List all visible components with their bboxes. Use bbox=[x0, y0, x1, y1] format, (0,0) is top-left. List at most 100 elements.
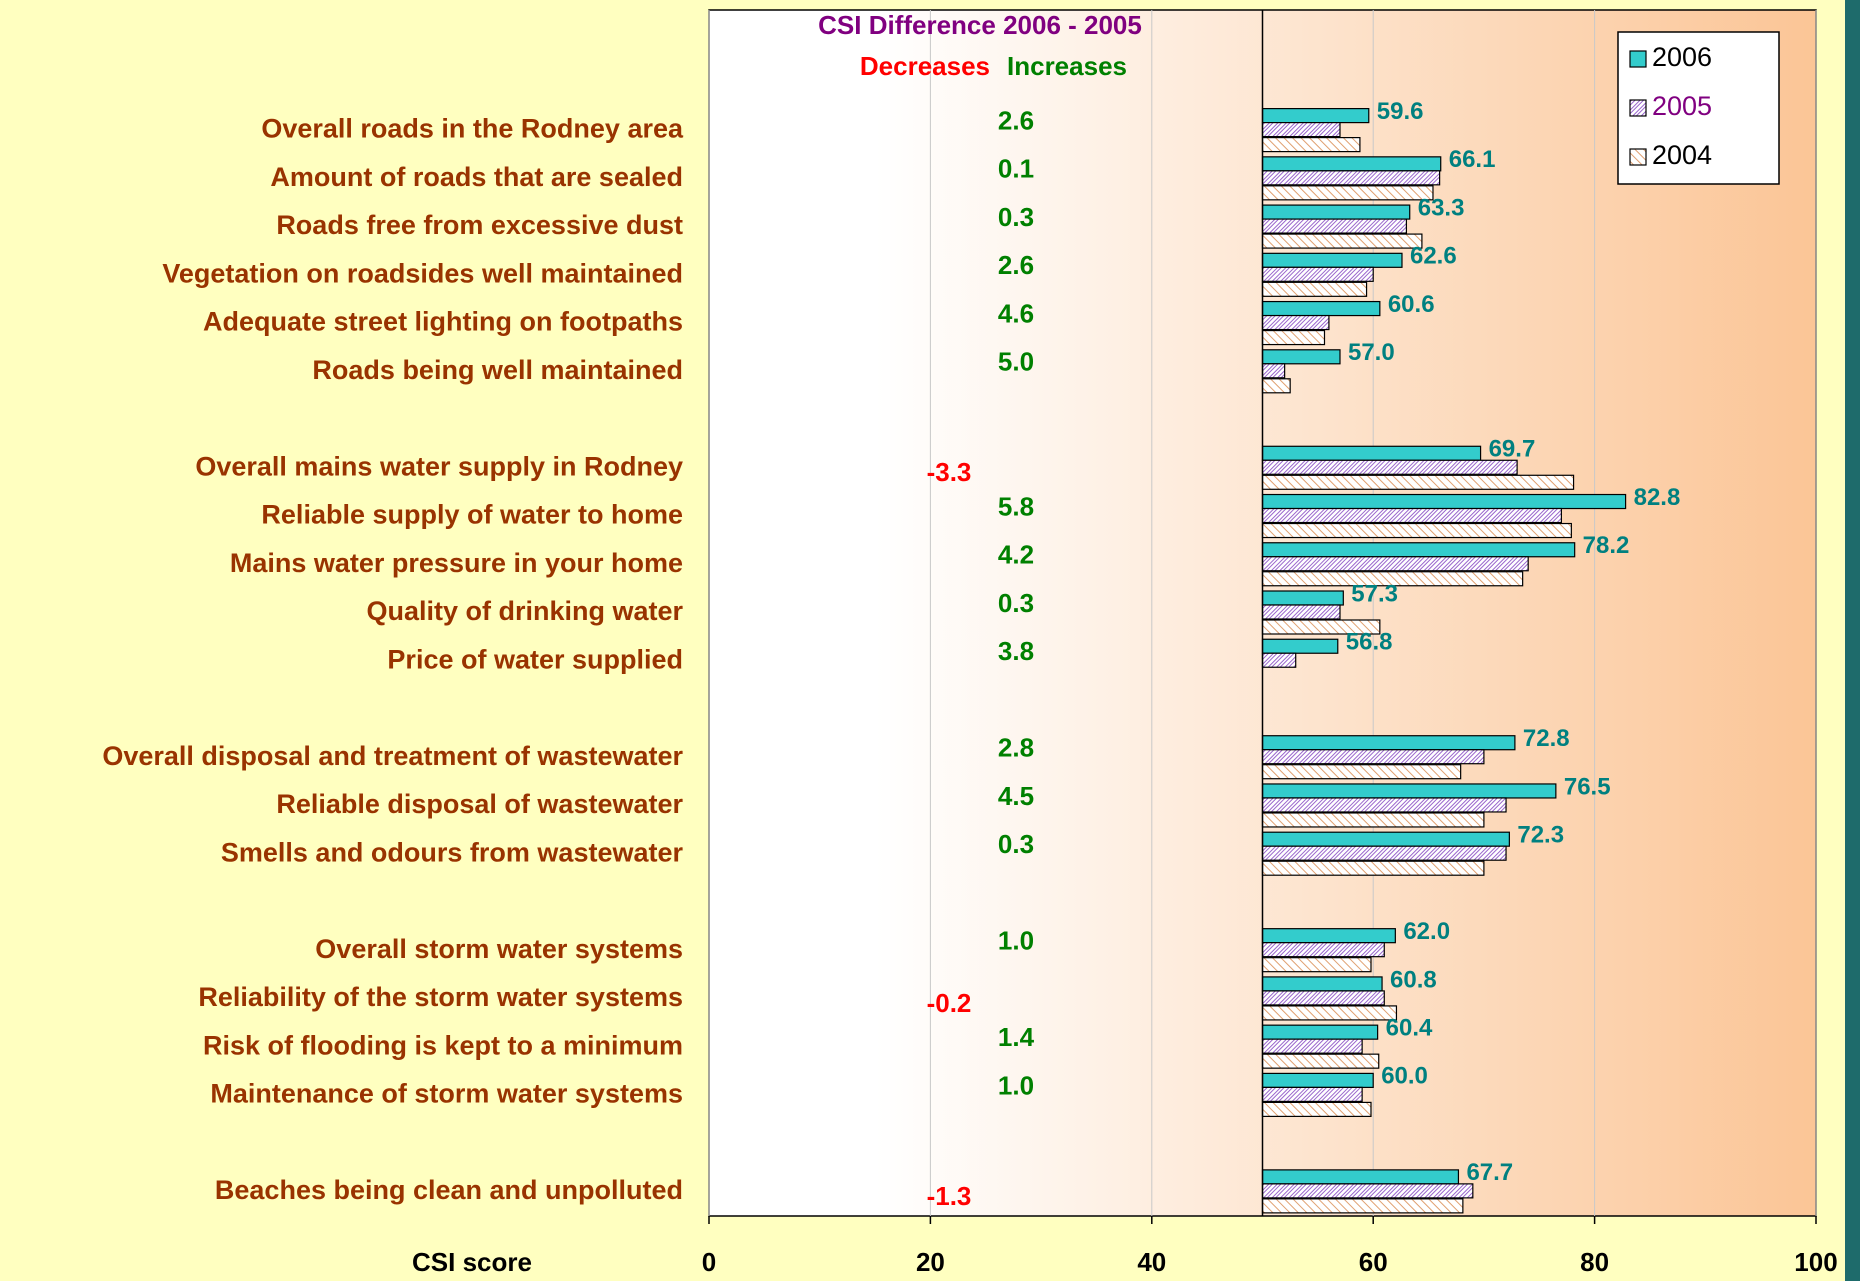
category-label: Reliable supply of water to home bbox=[261, 500, 683, 530]
bar bbox=[1261, 1086, 1363, 1103]
x-tick-label: 0 bbox=[702, 1247, 716, 1277]
bar bbox=[1261, 121, 1341, 138]
value-label: 69.7 bbox=[1489, 436, 1536, 463]
bar bbox=[1261, 522, 1572, 539]
bar bbox=[1261, 812, 1485, 828]
value-label: 59.6 bbox=[1377, 98, 1424, 125]
value-label: 63.3 bbox=[1418, 194, 1465, 221]
difference-label: -0.2 bbox=[927, 988, 972, 1018]
difference-label: 0.3 bbox=[998, 588, 1034, 618]
difference-label: -1.3 bbox=[927, 1181, 972, 1211]
bar bbox=[1261, 493, 1627, 510]
category-label: Reliable disposal of wastewater bbox=[276, 789, 683, 819]
difference-label: 3.8 bbox=[998, 636, 1034, 666]
value-label: 66.1 bbox=[1449, 146, 1496, 173]
difference-label: 1.0 bbox=[998, 1070, 1034, 1100]
bar bbox=[1261, 107, 1370, 124]
increase-label: Increases bbox=[1007, 51, 1127, 81]
category-label: Vegetation on roadsides well maintained bbox=[162, 258, 683, 288]
category-label: Amount of roads that are sealed bbox=[270, 162, 683, 192]
category-label: Roads free from excessive dust bbox=[276, 210, 683, 240]
bar bbox=[1261, 957, 1372, 973]
difference-label: 4.5 bbox=[998, 781, 1034, 811]
difference-label: 5.8 bbox=[998, 491, 1034, 521]
x-tick-label: 40 bbox=[1137, 1247, 1166, 1277]
bar bbox=[1261, 218, 1408, 234]
decrease-label: Decreases bbox=[860, 51, 990, 81]
difference-label: 0.3 bbox=[998, 829, 1034, 859]
bar bbox=[1261, 783, 1557, 799]
category-label: Price of water supplied bbox=[387, 644, 683, 674]
difference-label: 4.2 bbox=[998, 540, 1034, 570]
difference-label: 5.0 bbox=[998, 347, 1034, 377]
difference-label: 2.6 bbox=[998, 105, 1034, 135]
legend-label: 2005 bbox=[1652, 91, 1712, 121]
legend-swatch bbox=[1629, 99, 1647, 117]
bar bbox=[1261, 928, 1396, 944]
bar bbox=[1261, 252, 1403, 268]
difference-label: 2.6 bbox=[998, 250, 1034, 280]
value-label: 60.6 bbox=[1388, 291, 1435, 318]
bar bbox=[1261, 170, 1441, 186]
value-label: 78.2 bbox=[1583, 532, 1630, 559]
bar bbox=[1261, 349, 1341, 365]
value-label: 60.8 bbox=[1390, 966, 1437, 993]
difference-label: 0.1 bbox=[998, 154, 1034, 184]
value-label: 72.8 bbox=[1523, 725, 1570, 752]
bar bbox=[1261, 735, 1516, 751]
bar bbox=[1261, 652, 1297, 668]
x-tick-label: 20 bbox=[916, 1247, 945, 1277]
bar bbox=[1261, 459, 1518, 475]
bar bbox=[1261, 137, 1361, 153]
category-label: Mains water pressure in your home bbox=[230, 548, 683, 578]
difference-title: CSI Difference 2006 - 2005 bbox=[818, 10, 1142, 40]
bar bbox=[1261, 797, 1507, 813]
bar bbox=[1261, 604, 1341, 620]
legend-swatch bbox=[1629, 50, 1647, 68]
category-label: Smells and odours from wastewater bbox=[221, 837, 684, 867]
bar bbox=[1261, 556, 1529, 572]
bar bbox=[1261, 378, 1291, 394]
bar bbox=[1261, 764, 1462, 780]
bar bbox=[1261, 233, 1423, 249]
category-label: Reliability of the storm water systems bbox=[198, 982, 683, 1012]
bar bbox=[1261, 831, 1510, 847]
value-label: 62.0 bbox=[1403, 918, 1450, 945]
value-label: 62.6 bbox=[1410, 243, 1457, 270]
value-label: 57.0 bbox=[1348, 339, 1395, 366]
x-tick-label: 60 bbox=[1359, 1247, 1388, 1277]
difference-label: 1.4 bbox=[998, 1022, 1035, 1052]
bar bbox=[1261, 542, 1576, 558]
x-tick-label: 80 bbox=[1580, 1247, 1609, 1277]
bar bbox=[1261, 1038, 1363, 1054]
category-label: Overall disposal and treatment of wastew… bbox=[102, 741, 683, 771]
bar bbox=[1261, 1169, 1460, 1185]
difference-label: 2.8 bbox=[998, 733, 1034, 763]
value-label: 72.3 bbox=[1517, 822, 1564, 849]
legend-swatch bbox=[1629, 148, 1647, 166]
value-label: 60.4 bbox=[1386, 1015, 1433, 1042]
bar bbox=[1261, 1053, 1380, 1069]
bar bbox=[1261, 1024, 1379, 1040]
bar bbox=[1261, 845, 1507, 861]
x-tick-label: 100 bbox=[1794, 1247, 1837, 1277]
category-label: Overall mains water supply in Rodney bbox=[195, 451, 683, 481]
value-label: 76.5 bbox=[1564, 773, 1611, 800]
value-label: 56.8 bbox=[1346, 629, 1393, 656]
category-label: Risk of flooding is kept to a minimum bbox=[203, 1030, 683, 1060]
bar bbox=[1261, 445, 1482, 461]
category-label: Overall roads in the Rodney area bbox=[261, 114, 684, 144]
bar bbox=[1261, 300, 1381, 317]
value-label: 57.3 bbox=[1351, 580, 1398, 607]
bar bbox=[1261, 860, 1485, 876]
bar bbox=[1261, 204, 1411, 220]
category-label: Beaches being clean and unpolluted bbox=[215, 1175, 683, 1205]
difference-label: 4.6 bbox=[998, 298, 1034, 328]
category-label: Adequate street lighting on footpaths bbox=[203, 307, 683, 337]
bar bbox=[1261, 1101, 1372, 1118]
bar bbox=[1261, 185, 1434, 201]
bar bbox=[1261, 590, 1344, 606]
bar bbox=[1261, 1005, 1398, 1021]
difference-label: -3.3 bbox=[927, 457, 972, 487]
